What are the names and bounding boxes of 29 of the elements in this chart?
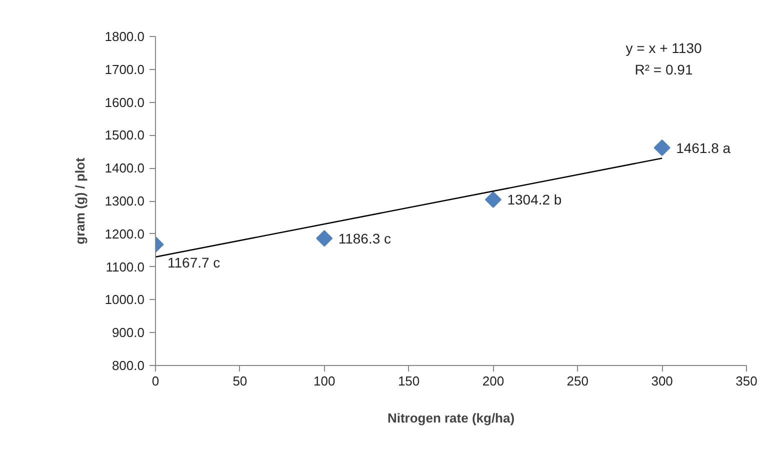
point	[484, 191, 502, 208]
y-tick-label: 1000.0	[104, 292, 145, 308]
x-tick-label: 200	[482, 374, 504, 388]
point	[654, 139, 670, 156]
x-tick-label: 350	[736, 374, 758, 388]
x-tick-label: 150	[398, 374, 420, 388]
x-tick-label: 50	[232, 374, 248, 388]
y-tick-label: 1600.0	[104, 94, 145, 110]
y-tick-label: 1700.0	[104, 62, 145, 77]
y-tick-label: 1400.0	[104, 160, 145, 176]
x-tick-label: 0	[152, 374, 160, 388]
data-label: 1304.2 b	[507, 192, 562, 208]
x-axis-title: Nitrogen rate (kg/ha)	[387, 410, 515, 426]
y-tick-label: 1500.0	[104, 128, 145, 143]
y-tick-label: 1300.0	[104, 194, 145, 208]
y-tick-label: 1800.0	[104, 29, 145, 44]
data-label: 1461.8 a	[676, 140, 731, 156]
annotation: y = x + 1130	[626, 40, 702, 56]
data-label: 1167.7 c	[168, 254, 220, 271]
y-tick-label: 1100.0	[106, 259, 144, 274]
annotation: R² = 0.91	[634, 62, 693, 78]
y-tick-label: 1200.0	[104, 226, 145, 242]
x-tick-label: 250	[566, 374, 588, 388]
y-tick-label: 800.0	[112, 358, 145, 373]
data-label: 1186.3 c	[338, 230, 392, 246]
x-tick-label: 100	[314, 374, 336, 388]
x-tick-label: 300	[651, 374, 673, 388]
y-axis-title: gram (g) / plot	[72, 157, 88, 244]
y-tick-label: 900.0	[112, 325, 145, 340]
